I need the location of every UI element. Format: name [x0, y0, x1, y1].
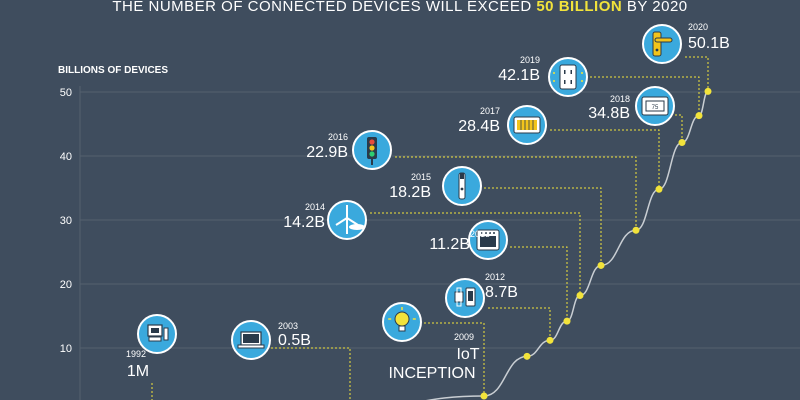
svg-text:75: 75: [652, 105, 659, 111]
value-label: 14.2B: [283, 214, 325, 231]
value-label: 11.2B: [429, 236, 470, 253]
watch-phone-icon: [445, 278, 485, 318]
oven-icon: [468, 220, 508, 260]
y-tick-label: 30: [60, 215, 72, 227]
data-point: [546, 336, 554, 344]
y-axis-ticks: 10 20 30 40 50: [60, 87, 72, 355]
data-point: [576, 292, 584, 300]
leader-line: [550, 129, 660, 190]
year-label: 2009: [454, 332, 474, 342]
value-label: 8.7B: [485, 284, 518, 301]
y-axis-label: BILLIONS OF DEVICES: [58, 65, 168, 76]
leader-line: [370, 212, 581, 296]
value-label: 0.5B: [278, 332, 311, 349]
title-text: THE NUMBER OF CONNECTED DEVICES WILL EXC…: [112, 0, 532, 15]
thermostat-icon: 75: [635, 86, 675, 126]
data-point: [678, 139, 686, 147]
leader-lines: [151, 56, 709, 400]
value-label: 1M: [127, 363, 149, 380]
value-label: 22.9B: [306, 144, 348, 161]
toothbrush-icon: [442, 166, 482, 206]
leader-line: [685, 56, 709, 92]
data-point: [704, 87, 712, 95]
data-point: [597, 261, 605, 269]
wind-turbine-icon: [327, 200, 367, 240]
monitor-icon: [507, 105, 547, 145]
data-point: [632, 226, 640, 234]
data-point: [695, 112, 703, 120]
year-label: 2015: [411, 172, 431, 182]
data-point: [523, 352, 531, 360]
laptop-icon: [231, 320, 271, 360]
year-label: 2013: [470, 229, 490, 239]
leader-line: [675, 114, 683, 143]
value-label: 28.4B: [458, 118, 500, 135]
y-tick-label: 10: [60, 343, 72, 355]
y-tick-label: 40: [60, 151, 72, 163]
value-label: 50.1B: [688, 35, 730, 52]
value-label: INCEPTION: [388, 365, 475, 382]
device-icons: 75: [137, 24, 682, 360]
data-point: [480, 392, 488, 400]
lightbulb-icon: [382, 302, 422, 342]
traffic-light-icon: [352, 130, 392, 170]
door-handle-icon: [642, 24, 682, 64]
outlet-icon: [548, 57, 588, 97]
data-point: [655, 185, 663, 193]
growth-curve: [425, 90, 709, 400]
value-label: 42.1B: [498, 67, 540, 84]
data-point: [563, 317, 571, 325]
year-label: 2003: [278, 321, 298, 331]
title-suffix: BY 2020: [626, 0, 688, 15]
year-label: 1992: [126, 349, 146, 359]
title-highlight: 50 BILLION: [536, 0, 623, 15]
year-label: 2020: [688, 22, 708, 32]
leader-line: [395, 156, 637, 231]
leader-line: [484, 187, 602, 266]
year-label: 2019: [520, 55, 540, 65]
leader-line: [488, 307, 551, 341]
year-label: 2018: [610, 94, 630, 104]
leader-line: [271, 347, 351, 400]
year-label: 2012: [485, 272, 505, 282]
year-label: 2016: [328, 132, 348, 142]
value-label: 34.8B: [588, 105, 630, 122]
leader-line: [424, 322, 485, 396]
year-label: 2017: [480, 106, 500, 116]
value-label: IoT: [456, 346, 479, 363]
value-label: 18.2B: [389, 184, 431, 201]
grid: [79, 86, 800, 400]
data-points: [480, 87, 712, 400]
chart-title: THE NUMBER OF CONNECTED DEVICES WILL EXC…: [0, 0, 800, 15]
y-tick-label: 20: [60, 279, 72, 291]
leader-line: [590, 76, 700, 116]
year-label: 2014: [305, 202, 325, 212]
y-tick-label: 50: [60, 87, 72, 99]
computer-icon: [137, 314, 177, 354]
leader-line: [510, 246, 568, 322]
